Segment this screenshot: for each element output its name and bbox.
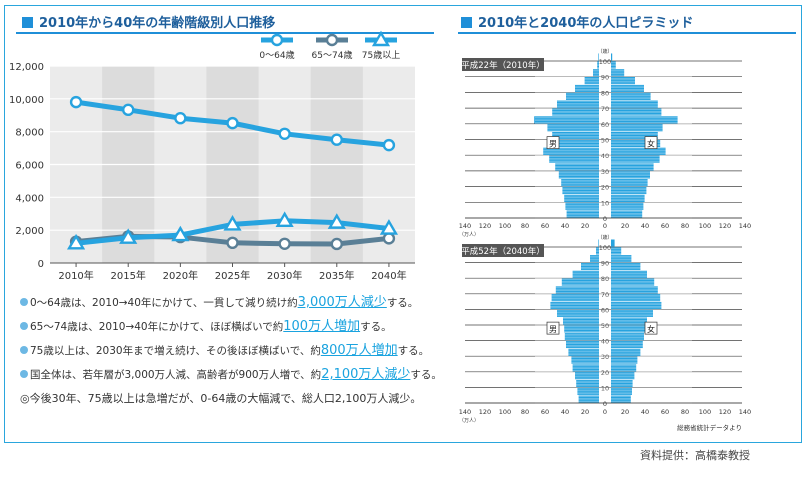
note-text: 65～74歳は、2010→40年にかけて、ほぼ横ばいで約 — [30, 321, 284, 333]
left-chart-title-text: 2010年から40年の年齢階級別人口推移 — [39, 16, 276, 31]
data-point-0 — [122, 103, 135, 117]
note-highlight: 800万人増加 — [320, 343, 398, 358]
y-tick-label: 6,000 — [15, 161, 44, 172]
right-title-underline — [458, 32, 796, 34]
conclusion-text: ◎今後30年、75歳以上は急増だが、0-64歳の大幅減で、総人口2,100万人減… — [20, 392, 422, 405]
credit-text: 資料提供：高橋泰教授 — [640, 449, 750, 462]
right-chart-title-text: 2010年と2040年の人口ピラミッド — [478, 16, 694, 31]
left-chart-title: 2010年から40年の年齢階級別人口推移 — [22, 12, 275, 31]
title-square-icon — [22, 17, 33, 28]
data-point-1 — [330, 237, 343, 251]
data-point-0 — [226, 116, 239, 130]
note-text: する。 — [360, 321, 392, 333]
data-point-0 — [174, 112, 187, 125]
data-point-2 — [379, 219, 399, 235]
note-text: する。 — [410, 369, 442, 381]
y-tick-label: 0 — [38, 259, 44, 270]
x-tick-label: 2020年 — [163, 269, 198, 282]
left-title-underline — [16, 32, 434, 34]
note-highlight: 3,000万人減少 — [297, 295, 387, 310]
data-point-2 — [275, 211, 294, 228]
x-tick-label: 2010年 — [58, 269, 93, 282]
x-tick-label: 2025年 — [215, 269, 250, 282]
data-point-0 — [382, 138, 396, 152]
x-tick-label: 2030年 — [267, 269, 302, 282]
note-text: 75歳以上は、2030年まで増え続け、その後ほぼ横ばいで、約 — [30, 345, 321, 357]
data-point-2 — [327, 213, 346, 229]
note-text: 0～64歳は、2010→40年にかけて、一貫して減り続け約 — [30, 297, 298, 309]
note-item: 75歳以上は、2030年まで増え続け、その後ほぼ横ばいで、約800万人増加する。 — [20, 344, 450, 368]
note-item: 0～64歳は、2010→40年にかけて、一貫して減り続け約3,000万人減少する… — [20, 296, 450, 320]
x-tick-label: 2040年 — [371, 269, 406, 282]
legend-marker — [371, 30, 391, 47]
right-chart-title: 2010年と2040年の人口ピラミッド — [461, 12, 693, 31]
bullet-icon — [20, 370, 28, 378]
note-item: 国全体は、若年層が3,000万人減、高齢者が900万人増で、約2,100万人減少… — [20, 368, 450, 392]
y-tick-label: 10,000 — [9, 95, 44, 106]
y-tick-label: 8,000 — [15, 128, 44, 139]
population-line-chart: 0 2,000 4,000 6,000 8,000 10,000 12,000 2010年 20… — [9, 30, 415, 282]
note-highlight: 2,100万人減少 — [321, 367, 411, 382]
note-item: 65～74歳は、2010→40年にかけて、ほぼ横ばいで約100万人増加する。 — [20, 320, 450, 344]
y-tick-label: 12,000 — [9, 62, 44, 73]
legend-label: 75歳以上 — [362, 49, 400, 61]
data-point-1 — [226, 236, 239, 250]
x-tick-label: 2015年 — [110, 269, 145, 282]
legend-marker — [325, 33, 339, 47]
data-point-0 — [278, 127, 291, 141]
data-point-0 — [330, 133, 343, 146]
note-text: 国全体は、若年層が3,000万人減、高齢者が900万人増で、約 — [30, 369, 322, 381]
data-point-2 — [171, 225, 190, 242]
note-highlight: 100万人増加 — [283, 319, 361, 334]
bullet-icon — [20, 322, 28, 330]
bullet-icon — [20, 298, 28, 306]
bullet-icon — [20, 346, 28, 354]
y-tick-label: 2,000 — [15, 226, 44, 237]
x-tick-label: 2035年 — [319, 269, 354, 282]
note-text: する。 — [386, 297, 419, 309]
legend-label: 65～74歳 — [312, 49, 353, 61]
y-tick-label: 4,000 — [15, 193, 44, 204]
note-text: する。 — [397, 345, 430, 357]
data-point-1 — [382, 232, 396, 245]
title-square-icon — [461, 17, 472, 28]
data-point-2 — [223, 215, 242, 231]
data-point-2 — [66, 233, 86, 250]
legend-label: 0～64歳 — [259, 49, 294, 61]
data-point-1 — [278, 237, 291, 250]
notes-section: 0～64歳は、2010→40年にかけて、一貫して減り続け約3,000万人減少する… — [20, 296, 450, 406]
data-point-0 — [69, 95, 83, 109]
legend-marker — [270, 33, 284, 47]
data-point-2 — [119, 228, 138, 244]
